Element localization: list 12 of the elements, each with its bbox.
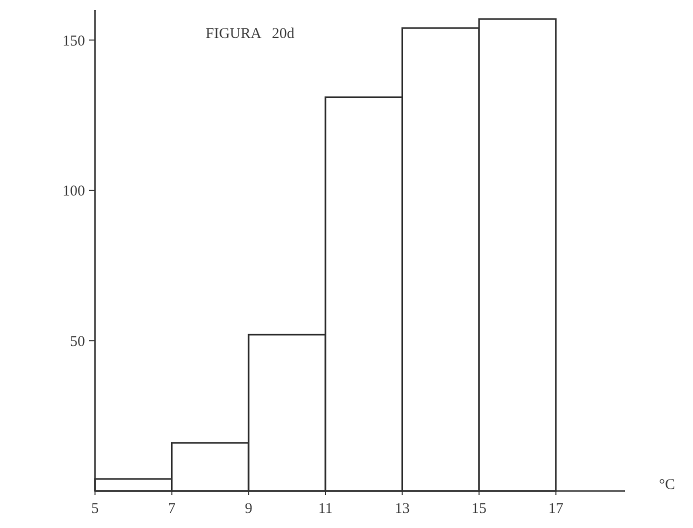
y-tick-label: 50: [70, 334, 85, 350]
x-tick-label: 17: [548, 501, 564, 517]
x-tick-label: 9: [244, 501, 252, 517]
y-tick-label: 100: [62, 184, 85, 200]
x-tick-label: 15: [472, 501, 487, 517]
y-tick-label: 150: [62, 33, 85, 50]
x-tick-label: 7: [168, 501, 176, 517]
x-tick-label: 5: [91, 501, 99, 517]
x-tick-label: 13: [394, 501, 410, 517]
x-tick-label: 11: [318, 501, 333, 517]
text: FIGURA 20d: [206, 26, 295, 42]
x-axis-title: °C: [658, 477, 676, 493]
